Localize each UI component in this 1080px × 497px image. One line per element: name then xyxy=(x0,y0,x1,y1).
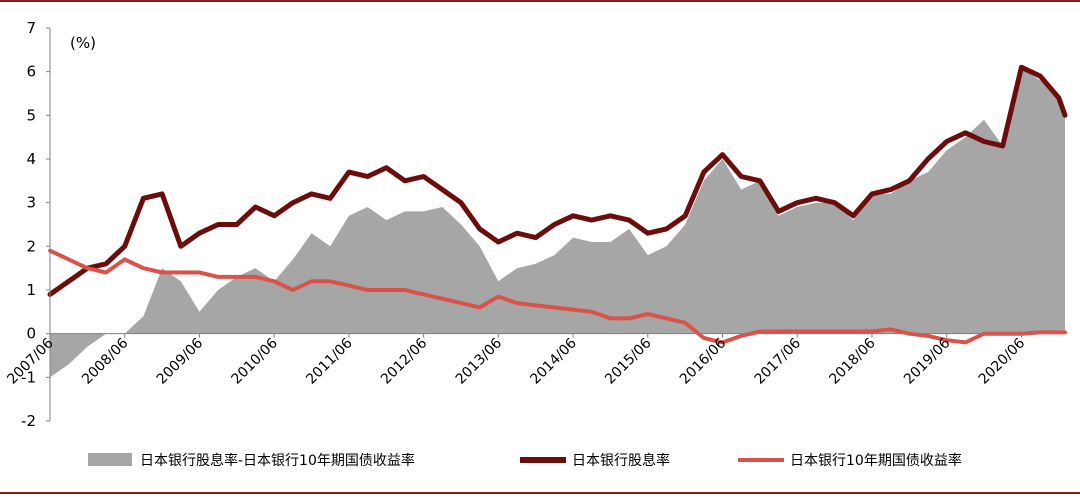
y-tick-label: 0 xyxy=(26,325,36,343)
x-tick-label: 2017/06 xyxy=(752,335,805,388)
legend-label-dividend: 日本银行股息率 xyxy=(572,452,670,469)
y-tick-label: 4 xyxy=(26,150,36,168)
x-tick-label: 2020/06 xyxy=(976,335,1029,388)
y-tick-label: 7 xyxy=(26,19,36,37)
y-unit-label: (%) xyxy=(70,34,96,52)
x-tick-label: 2012/06 xyxy=(378,335,431,388)
legend-swatch-spread xyxy=(88,453,132,466)
legend-label-spread: 日本银行股息率-日本银行10年期国债收益率 xyxy=(140,452,415,469)
y-tick-label: -2 xyxy=(21,412,36,430)
y-tick-label: 3 xyxy=(26,194,36,212)
series-line-dividend-yield xyxy=(47,64,1068,297)
series-area-spread xyxy=(50,67,1065,378)
x-tick-label: 2013/06 xyxy=(453,335,506,388)
plot-area xyxy=(47,64,1068,378)
x-tick-label: 2014/06 xyxy=(527,335,580,388)
x-tick-label: 2015/06 xyxy=(602,335,655,388)
y-tick-label: 6 xyxy=(26,63,36,81)
x-tick-label: 2018/06 xyxy=(826,335,879,388)
x-tick-label: 2010/06 xyxy=(229,335,282,388)
x-tick-label: 2009/06 xyxy=(154,335,207,388)
y-tick-label: -1 xyxy=(21,368,36,386)
legend: 日本银行股息率-日本银行10年期国债收益率 日本银行股息率 日本银行10年期国债… xyxy=(88,452,962,469)
series-line-bond-yield xyxy=(48,248,1067,345)
x-tick-label: 2011/06 xyxy=(303,335,356,388)
y-tick-label: 2 xyxy=(26,237,36,255)
x-tick-label: 2019/06 xyxy=(901,335,954,388)
legend-label-bond-yield: 日本银行10年期国债收益率 xyxy=(790,452,962,469)
y-tick-label: 5 xyxy=(26,106,36,124)
y-tick-label: 1 xyxy=(26,281,36,299)
x-tick-label: 2016/06 xyxy=(677,335,730,388)
